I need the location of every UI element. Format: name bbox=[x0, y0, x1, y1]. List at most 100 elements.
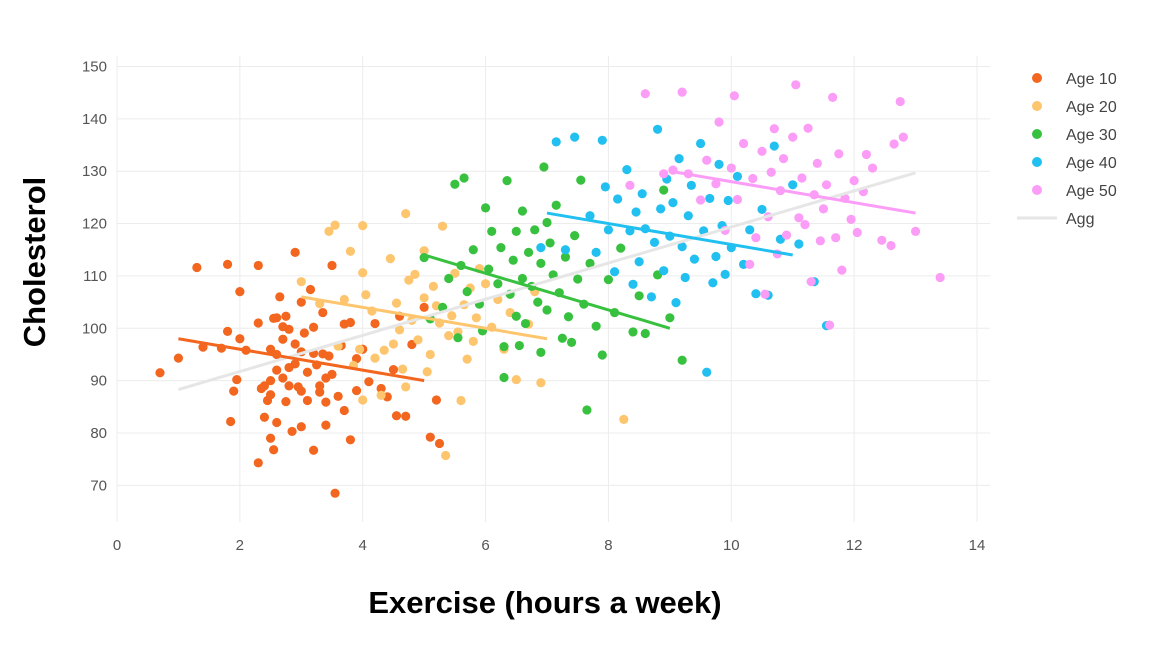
legend-label: Age 20 bbox=[1066, 99, 1117, 116]
x-tick-labels: 0 2 4 6 8 10 12 14 bbox=[113, 537, 986, 554]
point-age-50 bbox=[788, 132, 798, 142]
point-age-30 bbox=[462, 287, 472, 297]
legend-item-age-20[interactable]: Age 20 bbox=[1032, 99, 1117, 116]
point-age-20 bbox=[330, 220, 340, 230]
legend-item-age-10[interactable]: Age 10 bbox=[1032, 71, 1117, 88]
point-age-10 bbox=[296, 297, 306, 307]
point-age-20 bbox=[471, 313, 481, 323]
point-age-40 bbox=[680, 272, 690, 283]
point-age-30 bbox=[511, 226, 521, 237]
point-age-40 bbox=[649, 237, 660, 247]
point-age-20 bbox=[480, 279, 491, 289]
legend-marker bbox=[1032, 73, 1042, 83]
x-tick-label: 10 bbox=[723, 537, 740, 554]
point-age-40 bbox=[708, 278, 718, 288]
point-age-20 bbox=[410, 269, 420, 279]
trend-line-age-30 bbox=[423, 253, 671, 330]
point-age-10 bbox=[425, 432, 435, 442]
point-age-10 bbox=[222, 259, 233, 269]
point-age-30 bbox=[520, 318, 531, 329]
point-age-30 bbox=[563, 312, 574, 322]
point-age-30 bbox=[499, 372, 509, 383]
point-age-10 bbox=[296, 386, 306, 396]
point-age-40 bbox=[720, 269, 730, 279]
point-age-10 bbox=[318, 307, 328, 318]
point-age-20 bbox=[419, 293, 429, 303]
legend-label: Age 40 bbox=[1066, 155, 1117, 172]
data-points bbox=[155, 80, 945, 498]
point-age-40 bbox=[637, 189, 647, 199]
point-age-40 bbox=[674, 154, 684, 164]
point-age-50 bbox=[815, 236, 825, 246]
point-age-10 bbox=[265, 376, 276, 386]
x-tick-label: 2 bbox=[236, 537, 244, 554]
point-age-50 bbox=[695, 195, 706, 205]
point-age-30 bbox=[677, 355, 687, 365]
point-age-50 bbox=[625, 180, 635, 190]
point-age-30 bbox=[659, 185, 669, 195]
point-age-10 bbox=[302, 395, 313, 406]
point-age-40 bbox=[659, 266, 669, 276]
legend-label: Age 30 bbox=[1066, 127, 1117, 144]
legend-item-age-40[interactable]: Age 40 bbox=[1032, 155, 1117, 172]
point-age-40 bbox=[732, 171, 743, 182]
point-age-10 bbox=[299, 328, 309, 338]
point-age-20 bbox=[296, 277, 306, 287]
point-age-20 bbox=[536, 378, 546, 388]
point-age-50 bbox=[794, 213, 804, 223]
point-age-30 bbox=[557, 333, 567, 343]
point-age-10 bbox=[302, 367, 313, 377]
point-age-10 bbox=[235, 334, 245, 344]
point-age-20 bbox=[422, 367, 432, 377]
legend-marker bbox=[1032, 185, 1042, 195]
point-age-50 bbox=[800, 219, 810, 230]
trend-line-age-50 bbox=[669, 169, 916, 215]
point-age-10 bbox=[265, 433, 276, 443]
point-age-10 bbox=[351, 385, 362, 396]
legend-label: Age 10 bbox=[1066, 71, 1117, 88]
point-age-10 bbox=[321, 397, 331, 407]
legend-item-age-50[interactable]: Age 50 bbox=[1032, 183, 1117, 200]
point-age-10 bbox=[259, 381, 270, 391]
point-age-50 bbox=[898, 132, 908, 142]
point-age-50 bbox=[797, 173, 807, 183]
point-age-10 bbox=[253, 318, 263, 328]
point-age-50 bbox=[834, 149, 844, 159]
point-age-40 bbox=[591, 247, 601, 257]
point-age-40 bbox=[751, 289, 761, 299]
legend-marker bbox=[1032, 101, 1042, 111]
point-age-30 bbox=[533, 297, 543, 307]
point-age-40 bbox=[686, 180, 696, 190]
legend-label: Age 50 bbox=[1066, 183, 1117, 200]
point-age-10 bbox=[308, 445, 319, 455]
point-age-30 bbox=[459, 173, 469, 183]
legend-item-age-30[interactable]: Age 30 bbox=[1032, 127, 1117, 144]
point-age-30 bbox=[628, 327, 638, 337]
point-age-50 bbox=[889, 139, 899, 149]
point-age-30 bbox=[551, 200, 561, 210]
point-age-30 bbox=[508, 255, 518, 265]
point-age-40 bbox=[628, 279, 638, 289]
point-age-10 bbox=[265, 390, 276, 400]
point-age-10 bbox=[308, 322, 319, 332]
point-age-30 bbox=[573, 274, 583, 284]
point-age-10 bbox=[284, 324, 294, 334]
point-age-10 bbox=[333, 391, 343, 401]
point-age-10 bbox=[391, 411, 402, 421]
point-age-10 bbox=[287, 426, 297, 437]
point-age-40 bbox=[745, 225, 755, 235]
legend[interactable]: Age 10 Age 20 Age 30 Age 40 Age 50 Agg bbox=[1017, 71, 1117, 228]
point-age-30 bbox=[523, 247, 534, 257]
legend-item-agg[interactable]: Agg bbox=[1017, 211, 1094, 228]
x-tick-label: 14 bbox=[969, 537, 986, 554]
point-age-40 bbox=[646, 292, 657, 302]
point-age-10 bbox=[364, 377, 374, 387]
point-age-40 bbox=[585, 211, 595, 221]
point-age-10 bbox=[345, 317, 356, 328]
y-tick-label: 100 bbox=[82, 320, 107, 337]
point-age-10 bbox=[253, 260, 263, 271]
point-age-10 bbox=[269, 445, 279, 455]
point-age-20 bbox=[376, 390, 386, 400]
point-age-50 bbox=[702, 155, 712, 165]
point-age-40 bbox=[600, 182, 610, 192]
